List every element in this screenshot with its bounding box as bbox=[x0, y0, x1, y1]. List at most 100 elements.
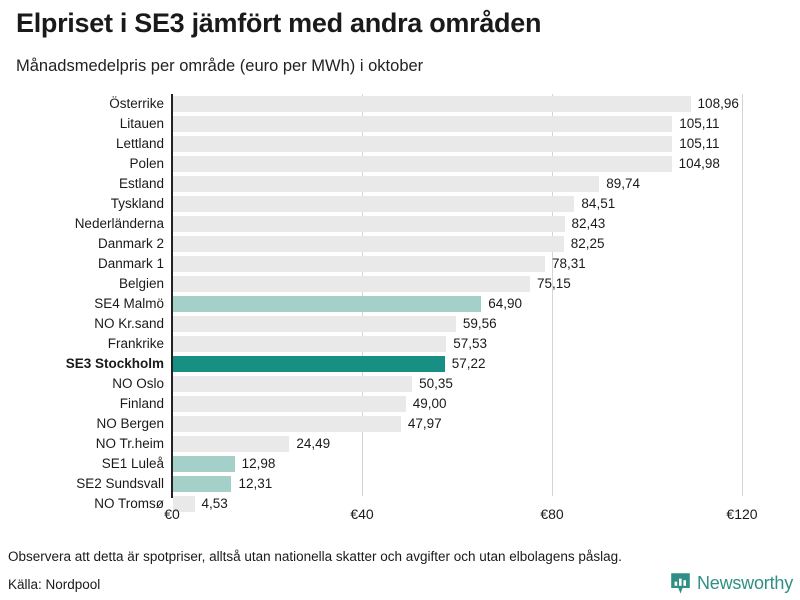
bar-row-label: NO Tr.heim bbox=[95, 436, 164, 451]
bar-row-label: NO Bergen bbox=[96, 416, 164, 431]
source-label: Källa: Nordpool bbox=[8, 577, 101, 592]
bar-row-label: NO Tromsø bbox=[94, 496, 164, 511]
bar[interactable] bbox=[173, 456, 235, 472]
bar-value-label: 89,74 bbox=[606, 176, 641, 191]
bar-value-label: 82,43 bbox=[571, 216, 606, 231]
bar-value-label: 49,00 bbox=[412, 396, 447, 411]
chart-footer: Observera att detta är spotpriser, allts… bbox=[0, 545, 800, 600]
bar[interactable] bbox=[173, 396, 406, 412]
bar-value-label: 12,31 bbox=[238, 476, 273, 491]
bar[interactable] bbox=[173, 196, 575, 212]
bar-value-label: 57,53 bbox=[453, 336, 488, 351]
bar-row[interactable]: NO Tromsø 4,53 bbox=[0, 494, 800, 514]
plot-area: Österrike 108,96 Litauen 105,11 Lettland 105,… bbox=[0, 94, 800, 512]
logo-text: Newsworthy bbox=[696, 573, 793, 593]
bar[interactable] bbox=[173, 116, 673, 132]
bar-row-label: NO Oslo bbox=[112, 376, 164, 391]
bar-row[interactable]: SE4 Malmö 64,90 bbox=[0, 294, 800, 314]
bar-row[interactable]: NO Tr.heim 24,49 bbox=[0, 434, 800, 454]
bar-row[interactable]: SE3 Stockholm 57,22 bbox=[0, 354, 800, 374]
bar-row[interactable]: NO Bergen 47,97 bbox=[0, 414, 800, 434]
bar-row-label: Belgien bbox=[118, 276, 164, 291]
bar-value-label: 4,53 bbox=[201, 496, 228, 511]
bar[interactable] bbox=[173, 96, 691, 112]
bar[interactable] bbox=[173, 276, 530, 292]
bar-value-label: 82,25 bbox=[570, 236, 605, 251]
bar-row[interactable]: Österrike 108,96 bbox=[0, 94, 800, 114]
bar-row[interactable]: Danmark 2 82,25 bbox=[0, 234, 800, 254]
bar-value-label: 47,97 bbox=[407, 416, 442, 431]
bar-row-label: Lettland bbox=[115, 136, 164, 151]
bar-row-label: Tyskland bbox=[110, 196, 164, 211]
bar-value-label: 75,15 bbox=[536, 276, 571, 291]
bar-row-label: Danmark 1 bbox=[97, 256, 164, 271]
bar-row-label: Polen bbox=[129, 156, 164, 171]
bar-value-label: 50,35 bbox=[419, 376, 453, 391]
bar-value-label: 105,11 bbox=[679, 116, 720, 131]
bar-value-label: 78,31 bbox=[551, 256, 586, 271]
bar-row-label: Danmark 2 bbox=[97, 236, 164, 251]
bar-row[interactable]: Lettland 105,11 bbox=[0, 134, 800, 154]
bar-row-label: SE2 Sundsvall bbox=[76, 476, 164, 491]
bar-value-label: 105,11 bbox=[679, 136, 720, 151]
bar-value-label: 12,98 bbox=[241, 456, 276, 471]
chart-subtitle: Månadsmedelpris per område (euro per MWh… bbox=[16, 57, 424, 75]
bar-row-label: Estland bbox=[118, 176, 164, 191]
x-axis-tick: €40 bbox=[350, 506, 374, 522]
bar-row-label: SE1 Luleå bbox=[101, 456, 164, 471]
bar-row[interactable]: NO Kr.sand 59,56 bbox=[0, 314, 800, 334]
bar-row[interactable]: Estland 89,74 bbox=[0, 174, 800, 194]
bar[interactable] bbox=[173, 176, 600, 192]
bar-value-label: 108,96 bbox=[697, 96, 739, 111]
bar[interactable] bbox=[173, 436, 290, 452]
bar[interactable] bbox=[173, 236, 564, 252]
x-axis-tick: €120 bbox=[726, 506, 758, 522]
bar[interactable] bbox=[173, 216, 565, 232]
bar-row[interactable]: SE2 Sundsvall 12,31 bbox=[0, 474, 800, 494]
y-axis-line bbox=[171, 94, 173, 498]
bar-row-label: SE4 Malmö bbox=[94, 296, 164, 311]
bar[interactable] bbox=[173, 316, 456, 332]
bar[interactable] bbox=[173, 476, 232, 492]
bar-row-label: SE3 Stockholm bbox=[65, 356, 164, 371]
bar[interactable] bbox=[173, 256, 545, 272]
bar-value-label: 104,98 bbox=[678, 156, 720, 171]
bar[interactable] bbox=[173, 376, 413, 392]
bar-row-label: Frankrike bbox=[107, 336, 164, 351]
bar-value-label: 59,56 bbox=[462, 316, 497, 331]
bar-row[interactable]: Frankrike 57,53 bbox=[0, 334, 800, 354]
bar[interactable] bbox=[173, 336, 447, 352]
bar-row[interactable]: Polen 104,98 bbox=[0, 154, 800, 174]
bar-value-label: 84,51 bbox=[581, 196, 616, 211]
bar-row[interactable]: Finland 49,00 bbox=[0, 394, 800, 414]
bar-row[interactable]: Tyskland 84,51 bbox=[0, 194, 800, 214]
bar[interactable] bbox=[173, 296, 482, 312]
x-axis: €0 €40 €80 €120 bbox=[0, 506, 800, 530]
bar-row[interactable]: Nederländerna 82,43 bbox=[0, 214, 800, 234]
x-axis-tick: €0 bbox=[164, 506, 180, 522]
bar-row-label: Litauen bbox=[119, 116, 164, 131]
bar-row-label: Finland bbox=[119, 396, 164, 411]
bar-row[interactable]: Belgien 75,15 bbox=[0, 274, 800, 294]
bar-row-label: NO Kr.sand bbox=[94, 316, 164, 331]
bar-value-label: 64,90 bbox=[488, 296, 523, 311]
bar[interactable] bbox=[173, 356, 445, 372]
bar[interactable] bbox=[173, 496, 195, 512]
x-axis-tick: €80 bbox=[540, 506, 564, 522]
bar-row[interactable]: SE1 Luleå 12,98 bbox=[0, 454, 800, 474]
bar-value-label: 57,22 bbox=[451, 356, 486, 371]
bar-row[interactable]: Litauen 105,11 bbox=[0, 114, 800, 134]
bar-row[interactable]: NO Oslo 50,35 bbox=[0, 374, 800, 394]
bar-row[interactable]: Danmark 1 78,31 bbox=[0, 254, 800, 274]
newsworthy-logo[interactable]: Newsworthy bbox=[670, 572, 793, 595]
bar-value-label: 24,49 bbox=[296, 436, 331, 451]
bar[interactable] bbox=[173, 416, 401, 432]
bar-rows: Österrike 108,96 Litauen 105,11 Lettland 105,… bbox=[0, 94, 800, 514]
bar[interactable] bbox=[173, 136, 673, 152]
bar-row-label: Österrike bbox=[109, 96, 164, 111]
bar-chart-pin-icon bbox=[671, 573, 690, 594]
page-title: Elpriset i SE3 jämfört med andra områden bbox=[16, 8, 542, 38]
bar-row-label: Nederländerna bbox=[74, 216, 164, 231]
bar[interactable] bbox=[173, 156, 672, 172]
